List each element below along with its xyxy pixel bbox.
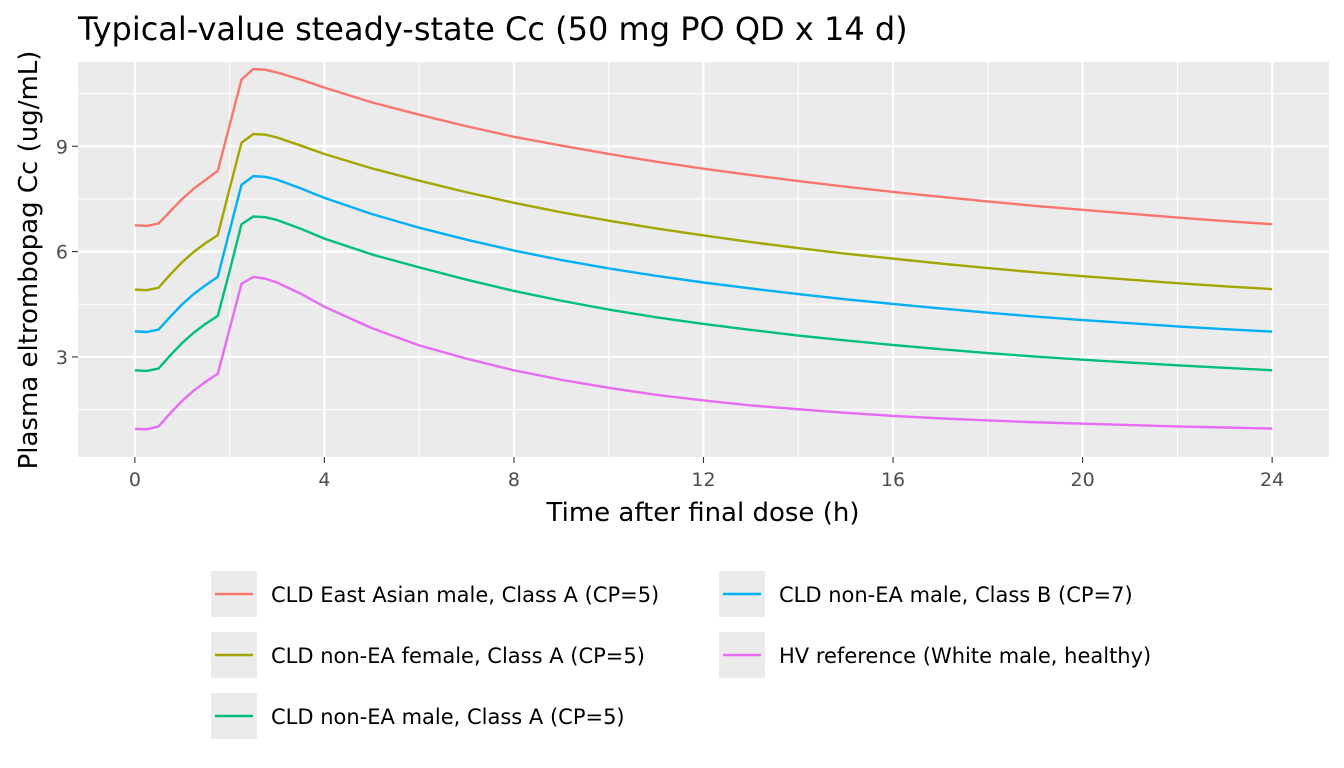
x-tick-label: 0 [129, 469, 141, 491]
y-axis: 3 6 9 [56, 136, 78, 369]
legend-label: CLD non-EA male, Class B (CP=7) [779, 583, 1133, 607]
legend-label: CLD non-EA female, Class A (CP=5) [271, 644, 645, 668]
series-layer [134, 67, 1273, 431]
x-tick-label: 16 [881, 469, 905, 491]
x-tick-label: 24 [1260, 469, 1284, 491]
x-axis-title: Time after final dose (h) [546, 498, 860, 528]
series-line-1 [134, 67, 1273, 228]
y-axis-title: Plasma eltrombopag Cc (ug/mL) [14, 51, 44, 470]
y-tick-label: 3 [56, 347, 68, 369]
x-tick-label: 8 [508, 469, 520, 491]
chart-title: Typical-value steady-state Cc (50 mg PO … [77, 10, 908, 48]
x-tick-label: 20 [1070, 469, 1094, 491]
x-axis: 0 4 8 12 16 20 24 [129, 457, 1284, 491]
series-line-5 [134, 275, 1273, 431]
series-line-3 [134, 215, 1273, 373]
series-line-2 [134, 132, 1273, 292]
x-tick-label: 12 [691, 469, 715, 491]
legend-label: CLD East Asian male, Class A (CP=5) [271, 583, 659, 607]
legend-label: CLD non-EA male, Class A (CP=5) [271, 705, 625, 729]
y-tick-label: 9 [56, 136, 68, 158]
legend: CLD East Asian male, Class A (CP=5) CLD n… [211, 571, 1151, 739]
series-line-4 [134, 174, 1273, 334]
legend-label: HV reference (White male, healthy) [779, 644, 1151, 668]
x-tick-label: 4 [318, 469, 330, 491]
y-tick-label: 6 [56, 242, 68, 264]
